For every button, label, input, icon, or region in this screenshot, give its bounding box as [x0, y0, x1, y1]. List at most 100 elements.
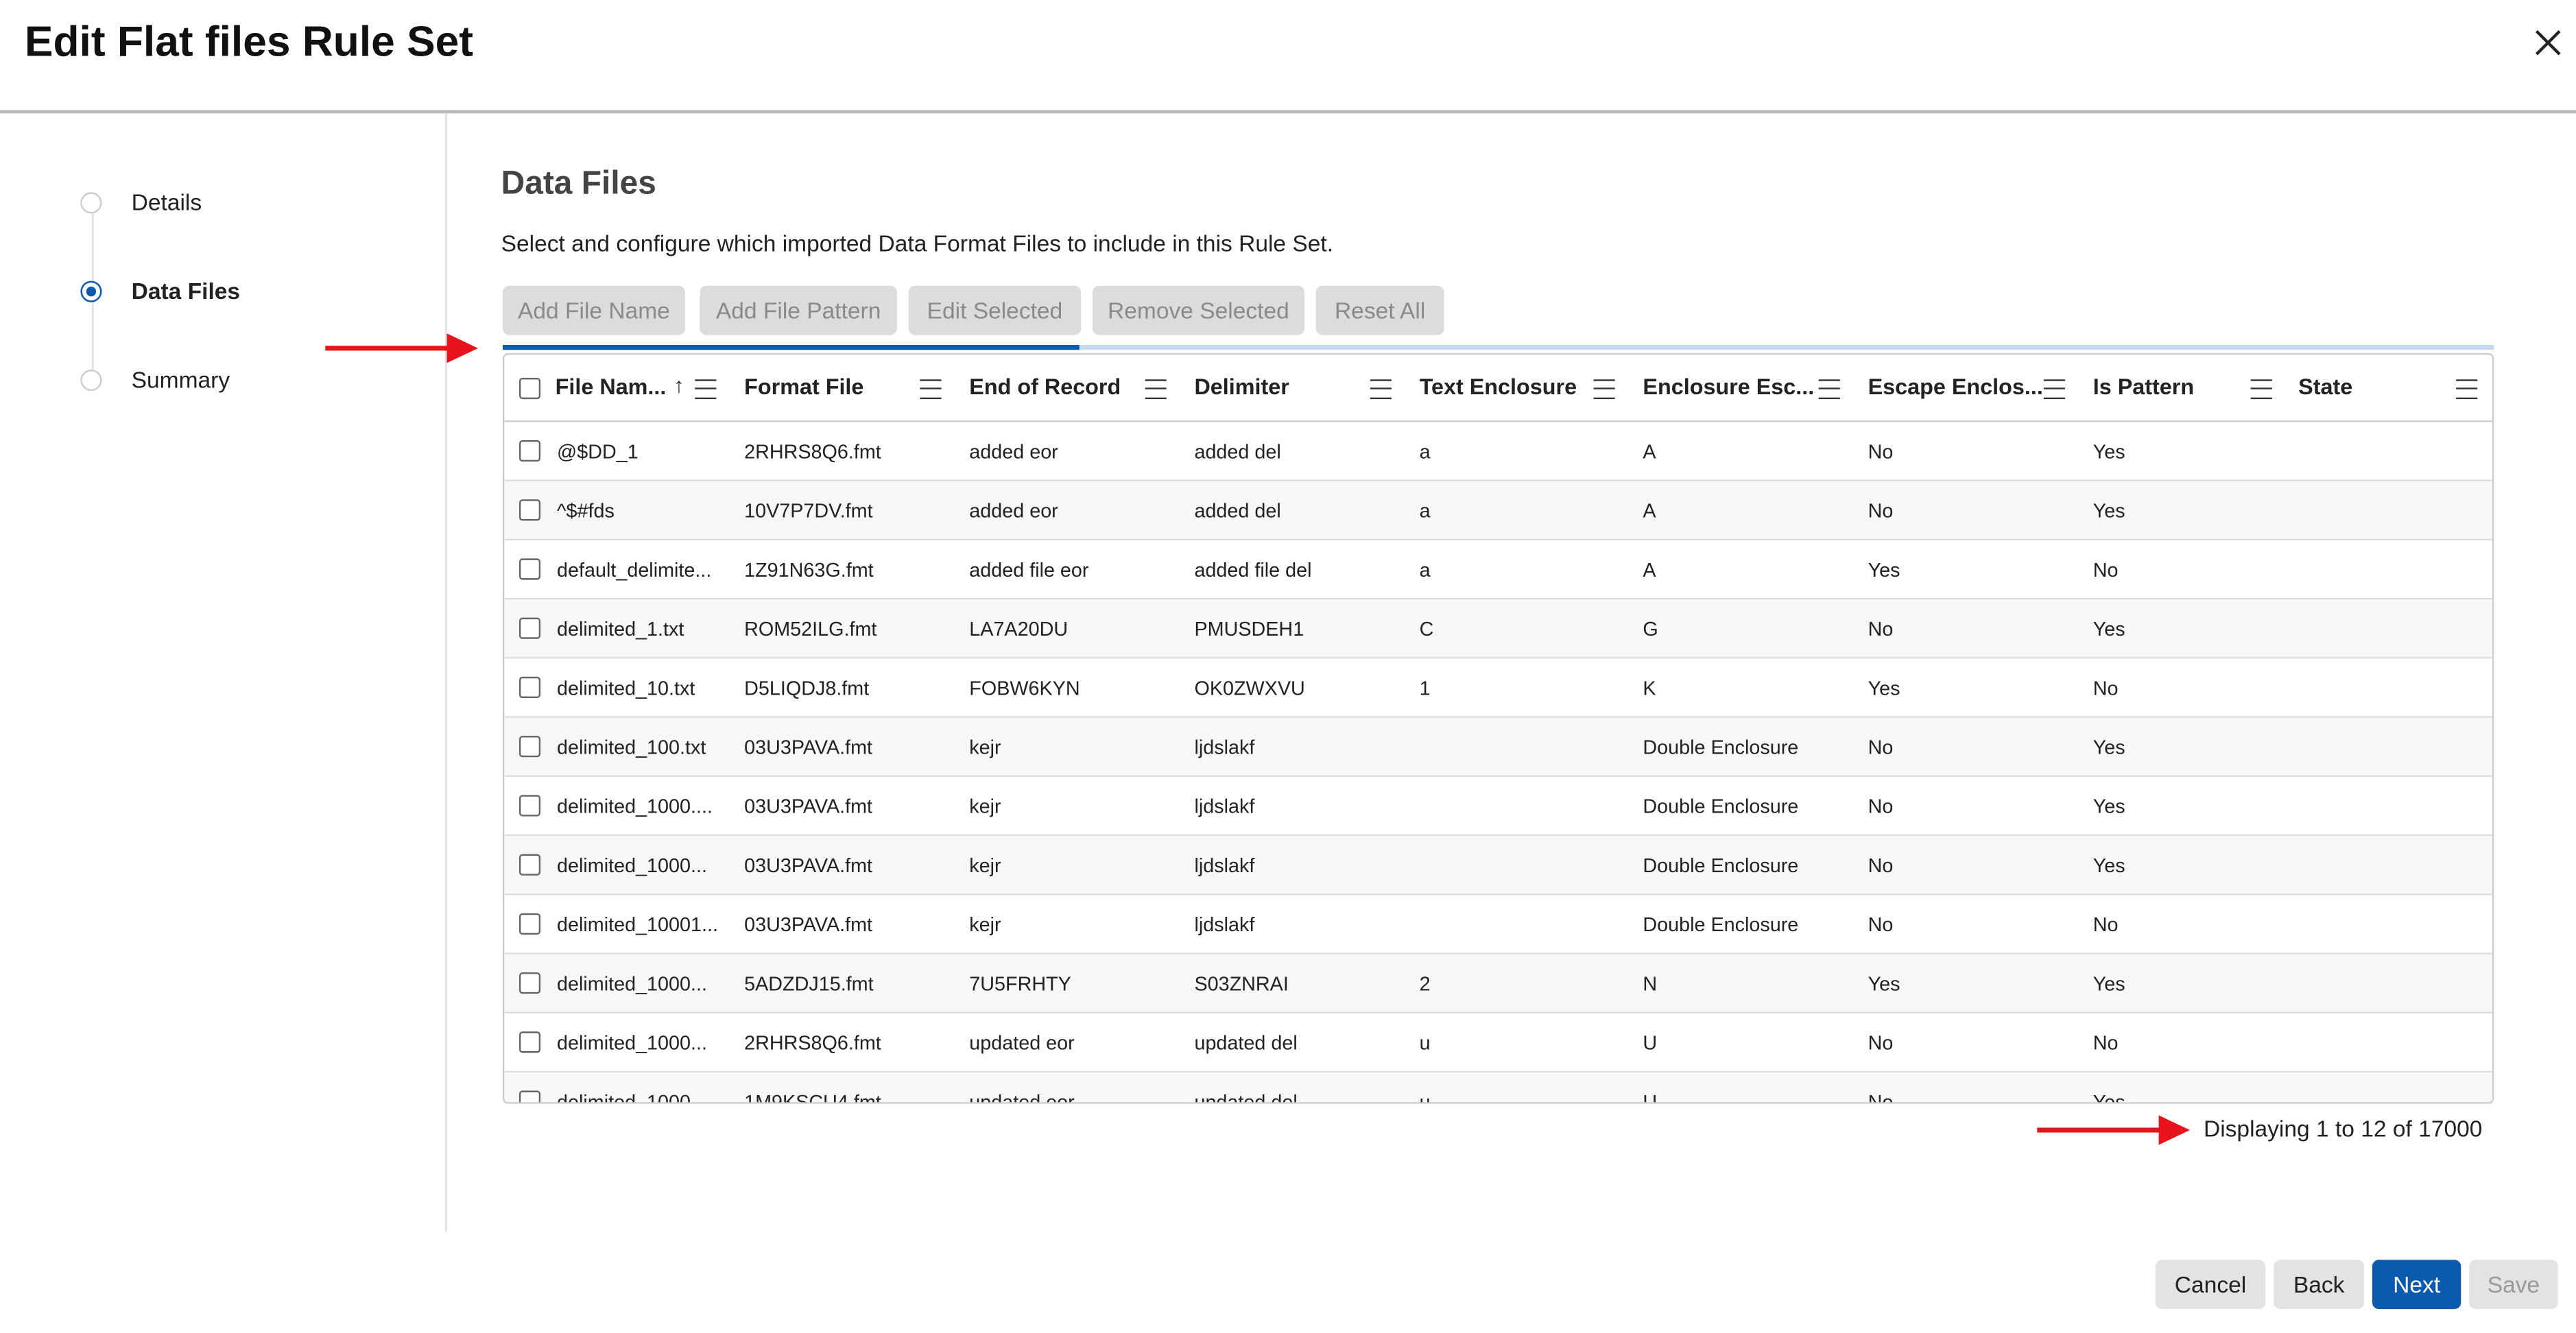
toolbar-button[interactable]: Remove Selected — [1093, 286, 1304, 335]
table-cell: updated eor — [969, 1091, 1074, 1104]
column-header[interactable]: Format File — [744, 374, 863, 399]
row-checkbox[interactable] — [519, 854, 540, 876]
table-cell: 2 — [1420, 972, 1431, 996]
section-title: Data Files — [501, 166, 656, 204]
table-cell: added del — [1194, 499, 1280, 523]
row-checkbox[interactable] — [519, 736, 540, 757]
table-cell: Double Enclosure — [1643, 795, 1798, 818]
column-menu[interactable] — [1819, 379, 1840, 399]
step-label[interactable]: Data Files — [132, 278, 240, 304]
table-cell: Yes — [2093, 972, 2125, 996]
table-cell: delimited_1000... — [557, 972, 707, 996]
column-header[interactable]: Enclosure Esc... — [1643, 374, 1814, 399]
toolbar-button[interactable]: Reset All — [1316, 286, 1444, 335]
footer-button[interactable]: Cancel — [2156, 1260, 2265, 1309]
table-cell: ljdslakf — [1194, 854, 1254, 878]
select-all-checkbox[interactable] — [519, 378, 540, 399]
table-cell: No — [1868, 854, 1894, 878]
column-header[interactable]: Delimiter — [1194, 374, 1289, 399]
step-label[interactable]: Details — [132, 189, 202, 215]
footer-button[interactable]: Back — [2274, 1260, 2364, 1309]
table-cell: updated del — [1194, 1031, 1297, 1055]
row-checkbox[interactable] — [519, 618, 540, 639]
column-menu[interactable] — [1145, 379, 1167, 399]
footer-button[interactable]: Save — [2469, 1260, 2557, 1309]
close-button[interactable] — [2535, 29, 2561, 56]
toolbar-button[interactable]: Add File Pattern — [700, 286, 896, 335]
annotation-arrow — [322, 330, 479, 366]
toolbar-button[interactable]: Add File Name — [503, 286, 685, 335]
column-menu[interactable] — [1370, 379, 1392, 399]
table-cell: delimited_10.txt — [557, 677, 695, 700]
table-cell: Yes — [2093, 499, 2125, 523]
row-checkbox[interactable] — [519, 1091, 540, 1104]
row-checkbox[interactable] — [519, 913, 540, 935]
table-cell: G — [1643, 618, 1658, 641]
table-cell: FOBW6KYN — [969, 677, 1080, 700]
column-header[interactable]: Is Pattern — [2093, 374, 2194, 399]
table-cell: No — [1868, 1091, 1894, 1104]
column-menu[interactable] — [2251, 379, 2272, 399]
table-cell: u — [1420, 1091, 1431, 1104]
table-cell: added file del — [1194, 558, 1311, 581]
row-checkbox[interactable] — [519, 558, 540, 579]
table-cell: 03U3PAVA.fmt — [744, 854, 872, 878]
table-cell: @$DD_1 — [557, 440, 639, 464]
table-cell: Double Enclosure — [1643, 854, 1798, 878]
table-cell: Yes — [2093, 1091, 2125, 1104]
table-cell: ljdslakf — [1194, 913, 1254, 937]
table-cell: OK0ZWXVU — [1194, 677, 1304, 700]
table-cell: Yes — [1868, 972, 1900, 996]
table-cell: Yes — [2093, 618, 2125, 641]
annotation-arrow — [2034, 1112, 2192, 1149]
table-cell: updated del — [1194, 1091, 1297, 1104]
footer-button[interactable]: Next — [2372, 1260, 2461, 1309]
row-checkbox[interactable] — [519, 795, 540, 816]
table-cell: default_delimite... — [557, 558, 711, 581]
row-checkbox[interactable] — [519, 677, 540, 698]
step-indicator — [80, 370, 102, 391]
table-cell: added del — [1194, 440, 1280, 464]
row-checkbox[interactable] — [519, 1031, 540, 1053]
column-header[interactable]: End of Record — [969, 374, 1121, 399]
table-cell: 03U3PAVA.fmt — [744, 736, 872, 759]
step-label[interactable]: Summary — [132, 366, 230, 392]
row-checkbox[interactable] — [519, 972, 540, 994]
column-header[interactable]: File Nam... — [556, 374, 667, 399]
step-indicator — [80, 281, 102, 302]
column-header[interactable]: Escape Enclos... — [1868, 374, 2043, 399]
sort-icon[interactable]: ↑ — [673, 373, 684, 398]
table-cell: ljdslakf — [1194, 795, 1254, 818]
sidebar-divider — [445, 113, 446, 1232]
data-table: File Nam... Format File End of Record Delim… — [503, 353, 2494, 1104]
table-cell: kejr — [969, 854, 1001, 878]
table-cell: No — [1868, 736, 1894, 759]
table-cell: 1M9KSCU4.fmt — [744, 1091, 881, 1104]
table-cell: a — [1420, 558, 1431, 581]
row-checkbox[interactable] — [519, 499, 540, 520]
toolbar-button[interactable]: Edit Selected — [909, 286, 1082, 335]
table-cell: u — [1420, 1031, 1431, 1055]
column-menu[interactable] — [695, 379, 716, 399]
step-indicator — [80, 192, 102, 213]
table-cell: Yes — [2093, 795, 2125, 818]
column-header[interactable]: Text Enclosure — [1420, 374, 1577, 399]
table-cell: Yes — [1868, 558, 1900, 581]
table-cell: U — [1643, 1091, 1657, 1104]
column-menu[interactable] — [2044, 379, 2065, 399]
table-cell: 7U5FRHTY — [969, 972, 1071, 996]
table-cell: A — [1643, 440, 1656, 464]
table-cell: No — [2093, 1031, 2119, 1055]
column-menu[interactable] — [1594, 379, 1615, 399]
table-cell: kejr — [969, 795, 1001, 818]
table-cell: D5LIQDJ8.fmt — [744, 677, 869, 700]
table-cell: delimited_1000... — [557, 854, 707, 878]
column-menu[interactable] — [920, 379, 941, 399]
row-checkbox[interactable] — [519, 440, 540, 461]
column-header[interactable]: State — [2298, 374, 2352, 399]
table-cell: No — [1868, 499, 1894, 523]
table-cell: No — [1868, 440, 1894, 464]
table-cell: kejr — [969, 913, 1001, 937]
table-cell: Yes — [1868, 677, 1900, 700]
column-menu[interactable] — [2456, 379, 2477, 399]
